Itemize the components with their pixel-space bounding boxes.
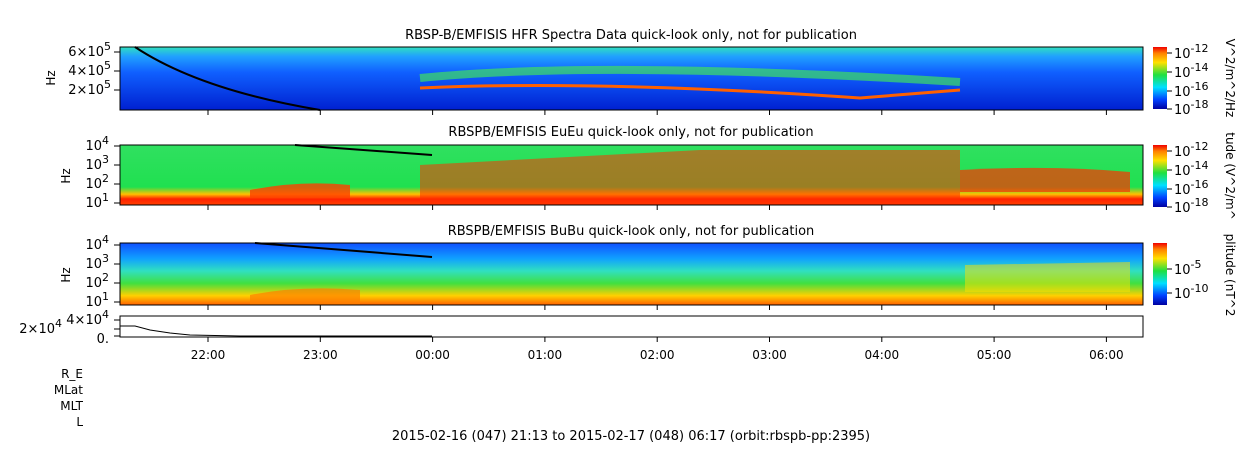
y-tick-label: 104 (85, 233, 109, 253)
panel-1-emission-band (419, 65, 961, 86)
panel-1-frame (119, 46, 1144, 111)
y-tick-label: 104 (85, 134, 109, 154)
colorbar-tick-label: 10-18 (1174, 196, 1209, 216)
panel-2-ylabel: Hz (59, 168, 73, 183)
panel-3-emission-band (965, 262, 1130, 292)
panel-4-line (120, 325, 432, 337)
colorbar-tick-label: 10-14 (1174, 159, 1209, 179)
panel-1-colorbar-label: V^2/m^2/Hz (1223, 39, 1237, 118)
x-tick-label: 01:00 (528, 348, 563, 362)
panel-3-colorbar-label: plitude (nT^2 (1223, 234, 1237, 317)
y-tick-label: 101 (85, 191, 109, 211)
y-tick-label: 2×104 (19, 317, 62, 337)
x-tick-label: 04:00 (865, 348, 900, 362)
panel-1-title: RBSP-B/EMFISIS HFR Spectra Data quick-lo… (405, 28, 857, 43)
x-tick-label: 00:00 (415, 348, 450, 362)
y-tick-label: 101 (85, 290, 109, 310)
y-tick-label: 4×104 (66, 308, 109, 328)
panel-1-ylabel: Hz (44, 70, 58, 85)
y-tick-label: 2×105 (68, 78, 111, 98)
x-tick-label: 06:00 (1089, 348, 1124, 362)
time-range-footer: 2015-02-16 (047) 21:13 to 2015-02-17 (04… (392, 429, 870, 444)
colorbar-tick-label: 10-16 (1174, 80, 1209, 100)
colorbar-tick-label: 10-5 (1174, 258, 1202, 278)
y-tick-label: 102 (85, 271, 109, 291)
x-tick-label: 03:00 (752, 348, 787, 362)
panel-2-low-freq-feature (250, 183, 350, 198)
x-axis-ticks: 22:00 23:00 00:00 01:00 02:00 03:00 04:00 05:00… (191, 110, 1124, 362)
panel-3-title: RBSPB/EMFISIS BuBu quick-look only, not … (448, 224, 815, 239)
panel-2-colorbar (1153, 145, 1167, 207)
panel-2-frame (119, 144, 1144, 206)
x-tick-label: 22:00 (191, 348, 226, 362)
panel-1-orbit-trace (134, 46, 321, 111)
panel-4-frame (119, 315, 1144, 338)
panel-3-colorbar (1153, 243, 1167, 305)
panel-2-colorbar-label: tude (V^2/m^ (1223, 132, 1237, 220)
y-tick-label: 4×105 (68, 59, 111, 79)
panel-3-orbit-trace (254, 242, 433, 258)
panel-2-emission-band (960, 167, 1130, 192)
ephemeris-label-re: R_E (61, 367, 83, 381)
colorbar-tick-label: 10-18 (1174, 98, 1209, 118)
panel-3-ylabel: Hz (59, 267, 73, 282)
colorbar-tick-label: 10-10 (1174, 282, 1209, 302)
x-tick-label: 05:00 (977, 348, 1012, 362)
ephemeris-label-l: L (76, 415, 83, 429)
panel-2-emission-region (420, 150, 960, 205)
panel-1-colorbar (1153, 47, 1167, 109)
y-tick-label: 6×105 (68, 40, 111, 60)
colorbar-tick-label: 10-16 (1174, 178, 1209, 198)
ephemeris-label-mlt: MLT (60, 399, 83, 413)
y-tick-label: 103 (85, 153, 109, 173)
panel-1-emission-feature (419, 84, 961, 100)
colorbar-tick-label: 10-12 (1174, 42, 1209, 62)
y-tick-label: 102 (85, 172, 109, 192)
colorbar-tick-label: 10-12 (1174, 140, 1209, 160)
colorbar-tick-label: 10-14 (1174, 61, 1209, 81)
panel-1-spectrogram (120, 47, 1143, 110)
panel-3-low-freq-feature (250, 288, 360, 305)
panel-2-title: RBSPB/EMFISIS EuEu quick-look only, not … (448, 125, 813, 140)
panel-3-colorbar-ticks: 10-5 10-10 (1167, 258, 1209, 302)
ephemeris-labels: R_E MLat MLT L (54, 367, 84, 429)
y-tick-label: 103 (85, 252, 109, 272)
panel-2-orbit-trace (294, 144, 433, 156)
y-tick-label: 0. (97, 332, 109, 347)
ephemeris-label-mlat: MLat (54, 383, 83, 397)
panel-3-frame (119, 242, 1144, 306)
x-tick-label: 23:00 (303, 348, 338, 362)
x-tick-label: 02:00 (640, 348, 675, 362)
